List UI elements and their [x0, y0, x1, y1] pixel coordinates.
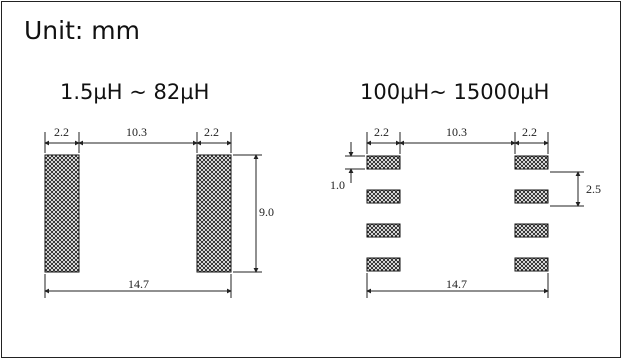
right-pad-r3 [514, 223, 549, 238]
right-dim-gap: 10.3 [446, 125, 467, 139]
left-dim-pad-width-right: 2.2 [204, 125, 219, 139]
right-pad-l2 [366, 189, 401, 204]
right-diagram-title: 100µH~ 15000µH [360, 80, 550, 104]
left-diagram-title: 1.5µH ~ 82µH [60, 80, 210, 104]
unit-label: Unit: mm [24, 16, 140, 45]
right-dim-pad-width-right: 2.2 [522, 125, 537, 139]
right-pad-r2 [514, 189, 549, 204]
right-pad-l3 [366, 223, 401, 238]
right-footprint [345, 132, 584, 298]
right-pad-l1 [366, 155, 401, 170]
left-dim-pad-height: 9.0 [259, 205, 274, 219]
right-pad-r4 [514, 257, 549, 272]
left-dim-gap: 10.3 [126, 125, 147, 139]
right-dim-overall-width: 14.7 [446, 277, 467, 291]
right-dim-pitch: 2.5 [586, 182, 601, 196]
right-dim-pad-width-left: 2.2 [374, 125, 389, 139]
right-dim-pad-height: 1.0 [330, 178, 345, 192]
left-pad-1 [44, 154, 80, 273]
left-footprint [44, 132, 262, 298]
left-pad-2 [196, 154, 232, 273]
left-dim-overall-width: 14.7 [128, 277, 149, 291]
right-pad-r1 [514, 155, 549, 170]
right-pad-l4 [366, 257, 401, 272]
left-dim-pad-width-left: 2.2 [54, 125, 69, 139]
